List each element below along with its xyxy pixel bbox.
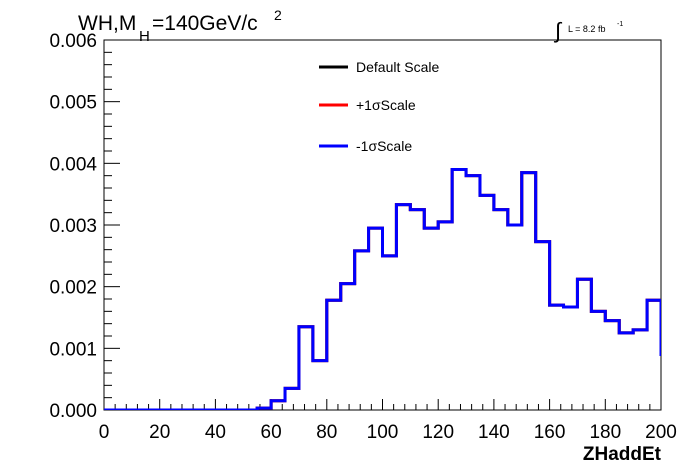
chart-title: WH,M H =140GeV/c 2	[78, 7, 282, 45]
legend-label-plus: +1σScale	[356, 97, 416, 113]
legend-label-minus: -1σScale	[356, 138, 412, 154]
title-main: WH,M	[78, 12, 136, 35]
x-tick-label: 120	[422, 422, 454, 443]
x-tick-label: 60	[261, 422, 282, 443]
title-superscript: 2	[274, 7, 282, 23]
x-tick-label: 20	[149, 422, 170, 443]
integral-sign: ∫	[553, 18, 563, 43]
title-mid: =140GeV/c	[152, 12, 258, 35]
x-tick-label: 40	[205, 422, 226, 443]
series-line-2	[104, 168, 661, 410]
x-tick-label: 200	[645, 422, 677, 443]
x-tick-label: 140	[478, 422, 510, 443]
x-tick-label: 80	[316, 422, 337, 443]
x-tick-label: 160	[534, 422, 566, 443]
axis-ticks	[103, 39, 662, 411]
series-group	[104, 168, 661, 410]
y-tick-label: 0.005	[49, 93, 97, 114]
legend-label-default: Default Scale	[356, 59, 439, 75]
legend: Default Scale +1σScale -1σScale	[319, 59, 439, 154]
x-axis-title: ZHaddEt	[583, 444, 662, 465]
y-tick-label: 0.004	[49, 154, 97, 175]
plot-frame	[103, 39, 662, 411]
y-tick-label: 0.000	[49, 401, 97, 422]
x-tick-labels: 0 20 40 60 80 100 120 140 160 180 200	[99, 422, 677, 443]
title-subscript: H	[139, 28, 150, 45]
y-tick-label: 0.006	[49, 31, 97, 52]
luminosity-label: ∫ L = 8.2 fb -1	[553, 18, 623, 43]
luminosity-superscript: -1	[617, 21, 623, 28]
y-tick-labels: 0.000 0.001 0.002 0.003 0.004 0.005 0.006	[49, 31, 97, 422]
x-tick-label: 100	[367, 422, 399, 443]
y-tick-label: 0.003	[49, 216, 97, 237]
x-tick-label: 0	[99, 422, 110, 443]
x-tick-label: 180	[589, 422, 621, 443]
y-tick-label: 0.002	[49, 278, 97, 299]
y-tick-label: 0.001	[49, 339, 97, 360]
luminosity-text: L = 8.2 fb	[568, 24, 605, 34]
